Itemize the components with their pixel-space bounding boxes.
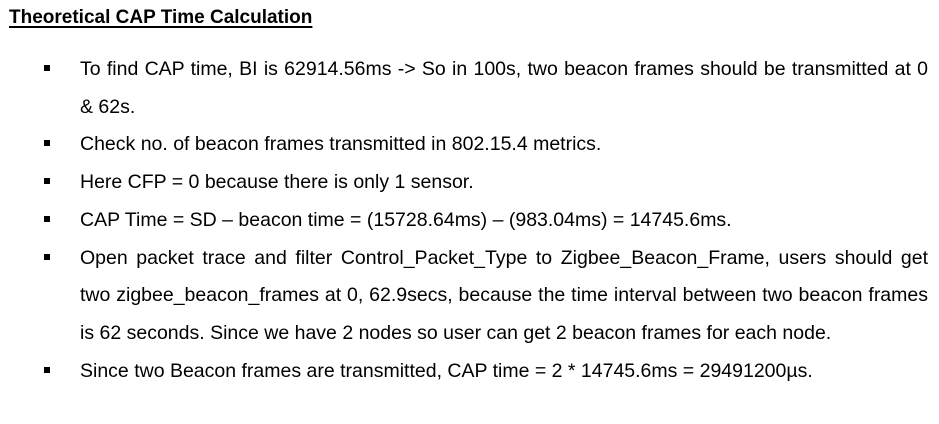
list-item-text: Open packet trace and filter Control_Pac… <box>80 246 928 344</box>
square-bullet-icon <box>44 215 50 222</box>
square-bullet-icon <box>44 253 50 260</box>
square-bullet-icon <box>44 140 50 147</box>
list-item: CAP Time = SD – beacon time = (15728.64m… <box>0 202 939 240</box>
square-bullet-icon <box>44 65 50 71</box>
list-item-text: Since two Beacon frames are transmitted,… <box>80 359 813 382</box>
list-item-text: Check no. of beacon frames transmitted i… <box>80 133 602 156</box>
bullet-list: To find CAP time, BI is 62914.56ms -> So… <box>0 51 939 390</box>
document-title: Theoretical CAP Time Calculation <box>9 7 313 28</box>
list-item: Open packet trace and filter Control_Pac… <box>0 240 939 353</box>
list-item: Here CFP = 0 because there is only 1 sen… <box>0 164 939 202</box>
list-item-text: To find CAP time, BI is 62914.56ms -> So… <box>80 58 928 118</box>
list-item: Since two Beacon frames are transmitted,… <box>0 353 939 391</box>
list-item-text: CAP Time = SD – beacon time = (15728.64m… <box>80 208 732 231</box>
list-item-text: Here CFP = 0 because there is only 1 sen… <box>80 171 474 194</box>
square-bullet-icon <box>44 178 50 185</box>
list-item: Check no. of beacon frames transmitted i… <box>0 126 939 164</box>
square-bullet-icon <box>44 366 50 373</box>
list-item: To find CAP time, BI is 62914.56ms -> So… <box>0 51 939 126</box>
